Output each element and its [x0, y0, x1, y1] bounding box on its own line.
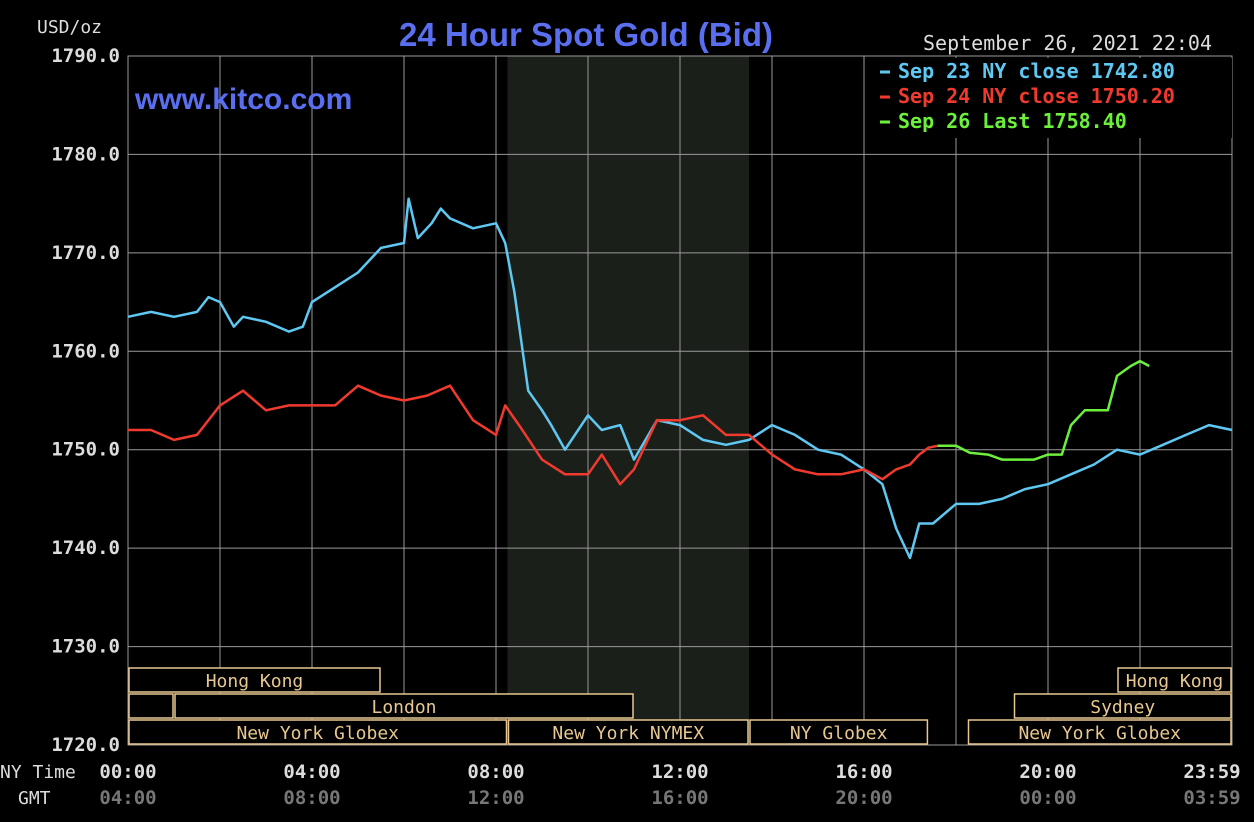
x-axis: 00:00 04:00 04:00 08:00 08:00 12:00 12:00 16:00…	[99, 761, 1240, 809]
series-line	[937, 359, 1150, 461]
series-lines	[127, 197, 1233, 560]
session-label: Hong Kong	[206, 671, 304, 692]
session-box	[128, 667, 381, 693]
x-tick-label-gmt: 08:00	[283, 787, 340, 809]
x-tick-label-gmt: 20:00	[835, 787, 892, 809]
session-bar: Sydney	[1013, 693, 1232, 719]
session-label: Hong Kong	[1126, 671, 1224, 692]
session-bar: New York NYMEX	[507, 719, 749, 745]
y-tick-label: 1730.0	[51, 636, 120, 658]
x-tick-label-ny: 08:00	[467, 761, 524, 783]
gridlines	[127, 55, 1233, 746]
session-box	[128, 719, 508, 745]
y-tick-label: 1780.0	[51, 143, 120, 165]
nymex-shade	[507, 56, 749, 745]
x-tick-label-ny: 23:59	[1183, 761, 1240, 783]
y-axis: 1790.0 1780.0 1770.0 1760.0 1750.0 1740.0 1730…	[51, 45, 120, 756]
x-tick-label-ny: 12:00	[651, 761, 708, 783]
session-bar: NY Globex	[749, 719, 929, 745]
y-tick-label: 1760.0	[51, 340, 120, 362]
session-label: NY Globex	[790, 723, 888, 744]
y-tick-label: 1720.0	[51, 734, 120, 756]
x-tick-label-gmt: 00:00	[1019, 787, 1076, 809]
legend-box	[866, 58, 1232, 138]
x-tick-label-ny: 16:00	[835, 761, 892, 783]
series-line	[127, 197, 1233, 560]
gmt-label: GMT	[18, 788, 51, 809]
session-label: London	[371, 697, 436, 718]
x-tick-label-gmt: 16:00	[651, 787, 708, 809]
session-box	[128, 693, 174, 719]
x-tick-label-gmt: 12:00	[467, 787, 524, 809]
site-url: www.kitco.com	[134, 83, 352, 116]
session-label: New York NYMEX	[552, 723, 704, 744]
ny-time-label: NY Time	[0, 762, 76, 783]
session-bar	[128, 693, 174, 719]
legend-entry: Sep 26 Last 1758.40	[898, 109, 1127, 133]
x-tick-label-gmt: 03:59	[1183, 787, 1240, 809]
session-bars: Hong Kong Hong Kong London Sydney New York G…	[128, 667, 1232, 745]
session-box	[1117, 667, 1232, 693]
x-tick-label-ny: 04:00	[283, 761, 340, 783]
y-axis-unit: USD/oz	[37, 17, 102, 38]
session-box	[174, 693, 634, 719]
session-box	[1013, 693, 1232, 719]
session-label: New York Globex	[236, 723, 399, 744]
chart-title: 24 Hour Spot Gold (Bid)	[399, 16, 773, 53]
session-bar: New York Globex	[128, 719, 508, 745]
x-tick-label-ny: 20:00	[1019, 761, 1076, 783]
plot-border	[127, 55, 1233, 746]
session-bar: London	[174, 693, 634, 719]
session-label: Sydney	[1090, 697, 1155, 718]
legend-entry: Sep 24 NY close 1750.20	[898, 84, 1175, 108]
session-box	[967, 719, 1232, 745]
legend-entry: Sep 23 NY close 1742.80	[898, 59, 1175, 83]
timestamp: September 26, 2021 22:04	[923, 31, 1212, 55]
session-box	[749, 719, 929, 745]
session-label: New York Globex	[1018, 723, 1181, 744]
x-tick-label-ny: 00:00	[99, 761, 156, 783]
session-box	[507, 719, 749, 745]
y-tick-label: 1790.0	[51, 45, 120, 67]
x-tick-label-gmt: 04:00	[99, 787, 156, 809]
series-line	[128, 384, 938, 486]
session-bar: Hong Kong	[128, 667, 381, 693]
y-tick-label: 1740.0	[51, 537, 120, 559]
session-bar: Hong Kong	[1117, 667, 1232, 693]
y-tick-label: 1750.0	[51, 439, 120, 461]
y-tick-label: 1770.0	[51, 242, 120, 264]
session-bar: New York Globex	[967, 719, 1232, 745]
